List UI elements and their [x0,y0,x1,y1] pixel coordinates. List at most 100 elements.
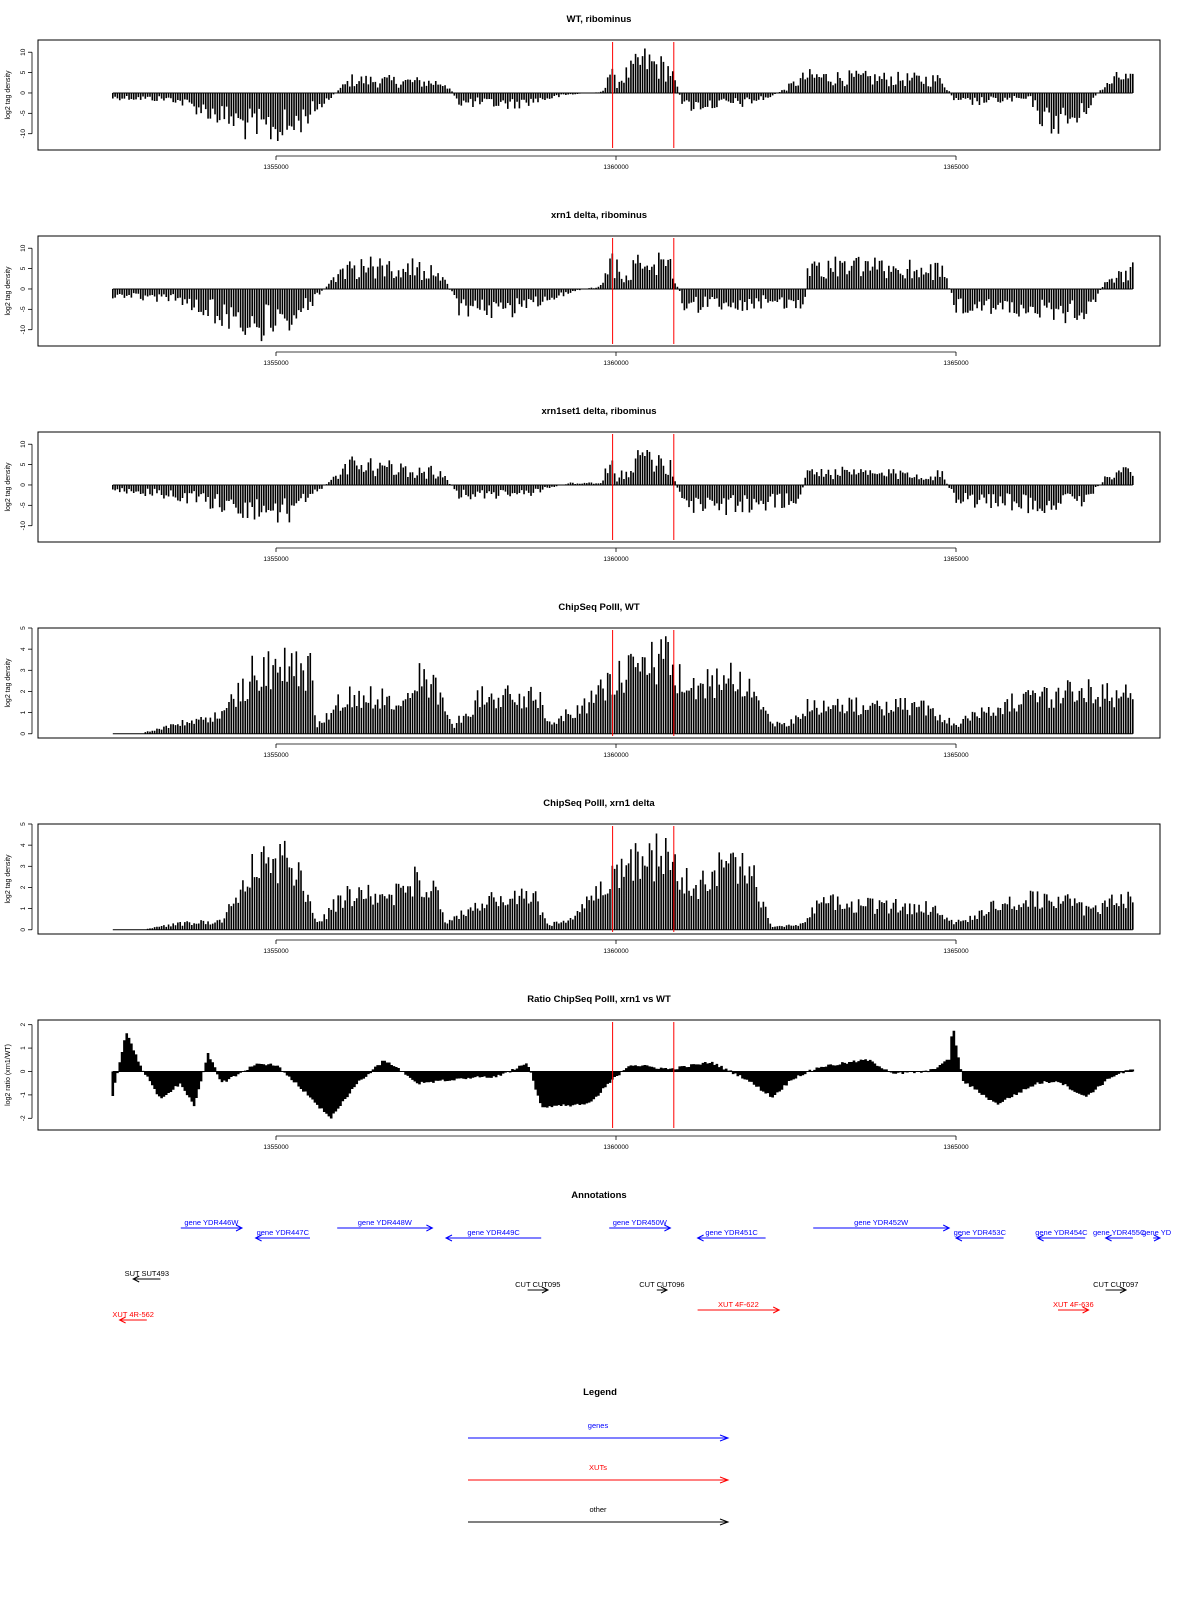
annotation-feature: gene YDR455C [1093,1228,1146,1242]
data-bars [111,1030,1135,1119]
x-tick-label: 1360000 [603,164,629,171]
annotation-feature: gene YDR447C [254,1228,310,1242]
arrow-head-right-icon [1153,1234,1162,1242]
arrow-head-right-icon [719,1476,730,1484]
arrow-head-right-icon [1082,1306,1090,1314]
arrow-head-left-icon [444,1234,453,1242]
annotation-feature: gene YDR451C [696,1228,766,1242]
feature-label: XUT 4F-622 [718,1300,759,1309]
panel-title: WT, ribominus [567,14,632,25]
panel-title: Ratio ChipSeq PolII, xrn1 vs WT [527,994,671,1005]
legend-item: XUTs [468,1463,730,1484]
signal-bars [146,833,1134,930]
data-bars [112,252,1134,342]
arrow-head-right-icon [772,1306,781,1314]
arrow-head-right-icon [660,1286,669,1294]
x-tick-label: 1360000 [603,1144,629,1151]
arrow-head-right-icon [235,1224,244,1232]
annotation-feature: gene YDR454C [1035,1228,1088,1242]
annotation-feature: XUT 4F-622 [697,1300,781,1314]
track-panel-2: xrn1 delta, ribominus -10 -5 0 5 10 log2 tag d… [5,210,1161,367]
track-panel-6: Ratio ChipSeq PolII, xrn1 vs WT -2 -1 0 1 2 lo… [5,994,1161,1151]
plot-frame [37,1019,1161,1131]
data-bars [112,449,1134,523]
panel-title: ChipSeq PolII, xrn1 delta [543,798,655,809]
track-panel-4: ChipSeq PolII, WT 0 1 2 3 4 5 log2 tag density 1… [5,602,1161,759]
y-tick-label: 2 [20,1022,27,1026]
annotations-title: Annotations [571,1190,626,1201]
legend-item: other [468,1505,730,1526]
y-tick-label: -5 [20,110,27,116]
feature-label: gene YDR453C [954,1228,1007,1237]
annotation-feature: CUT CUT095 [515,1280,560,1294]
arrow-head-right-icon [541,1286,550,1294]
feature-label: gene YDR448W [358,1218,413,1227]
plot-frame [37,627,1161,739]
arrow-head-left-icon [696,1234,704,1242]
x-tick-label: 1355000 [263,556,289,563]
feature-label: SUT SUT493 [125,1269,169,1278]
arrow-head-right-icon [1119,1286,1128,1294]
y-tick-label: 3 [20,668,27,672]
y-tick-label: 0 [20,928,27,932]
x-tick-label: 1365000 [943,164,969,171]
feature-label: XUT 4F-636 [1053,1300,1094,1309]
feature-label: CUT CUT095 [515,1280,560,1289]
y-tick-label: -1 [20,1092,27,1098]
x-tick-label: 1355000 [263,1144,289,1151]
x-tick-label: 1365000 [943,1144,969,1151]
y-tick-label: 10 [20,440,27,448]
y-axis-label: log2 tag density [5,658,12,708]
y-tick-label: 0 [20,1069,27,1073]
y-tick-label: -10 [20,129,27,139]
x-tick-label: 1365000 [943,752,969,759]
feature-label: gene YDR454C [1035,1228,1088,1237]
data-bars [112,833,1134,931]
arrow-head-right-icon [664,1224,672,1232]
y-tick-label: 0 [20,287,27,291]
track-panel-1: WT, ribominus -10 -5 0 5 10 log2 tag density 13… [5,14,1161,171]
feature-label: gene YD [1142,1228,1172,1237]
panel-title: xrn1 delta, ribominus [551,210,647,221]
y-tick-label: 0 [20,91,27,95]
legend-item-label: XUTs [589,1463,607,1472]
arrow-head-left-icon [954,1234,963,1242]
y-tick-label: 5 [20,266,27,270]
feature-label: gene YDR451C [705,1228,758,1237]
y-tick-label: -5 [20,306,27,312]
y-tick-label: 10 [20,48,27,56]
y-tick-label: 2 [20,885,27,889]
y-tick-label: 5 [20,626,27,630]
signal-bars [112,252,1134,342]
feature-label: gene YDR452W [854,1218,909,1227]
x-tick-label: 1355000 [263,752,289,759]
plot-frame [37,235,1161,347]
y-tick-label: 0 [20,483,27,487]
arrow-head-right-icon [719,1434,730,1442]
y-axis-label: log2 tag density [5,266,12,316]
annotation-feature: gene YDR449C [444,1228,542,1242]
x-tick-label: 1365000 [943,556,969,563]
annotation-feature: XUT 4F-636 [1053,1300,1094,1314]
y-tick-label: -10 [20,521,27,531]
x-tick-label: 1365000 [943,948,969,955]
signal-bars [112,449,1134,523]
y-tick-label: -5 [20,502,27,508]
annotation-feature: XUT 4R-562 [112,1310,154,1324]
feature-label: CUT CUT096 [639,1280,684,1289]
y-tick-label: 1 [20,1046,27,1050]
y-axis-label: log2 tag density [5,70,12,120]
plot-frame [37,39,1161,151]
y-tick-label: -2 [20,1115,27,1121]
legend-panel: Legend genes XUTs other [468,1387,730,1526]
arrow-head-right-icon [942,1224,951,1232]
y-tick-label: 0 [20,732,27,736]
panel-title: xrn1set1 delta, ribominus [541,406,656,417]
feature-label: gene YDR446W [184,1218,239,1227]
y-tick-label: 5 [20,70,27,74]
signal-bars [111,1030,1135,1119]
feature-label: CUT CUT097 [1093,1280,1138,1289]
annotation-feature: gene YDR450W [609,1218,672,1232]
y-tick-label: 4 [20,647,27,651]
